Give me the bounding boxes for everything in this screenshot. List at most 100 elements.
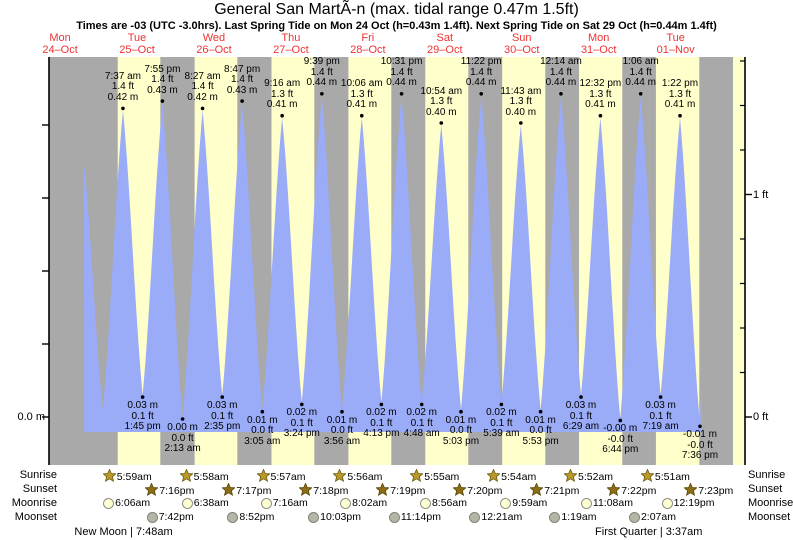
high-tide-annotation: 7:37 am 1.4 ft 0.42 m	[104, 70, 142, 103]
day-label: Fri 28–Oct	[350, 32, 386, 56]
tide-extreme-dot	[678, 113, 682, 118]
moonrise-entry: 12:19pm	[661, 497, 715, 510]
low-tide-annotation: 0.02 m 0.1 ft 3:24 pm	[283, 407, 320, 440]
tide-extreme-dot	[559, 92, 563, 96]
high-tide-annotation: 1:22 pm 1.3 ft 0.41 m	[661, 78, 699, 111]
axis-label-0ft: 0 ft	[753, 411, 769, 423]
tide-extreme-dot	[160, 99, 165, 103]
low-tide-annotation: 0.01 m 0.0 ft 3:05 am	[244, 414, 281, 447]
sunset-entry: 7:16pm	[144, 482, 195, 500]
axis-label-meters: 0.0 m	[17, 411, 45, 423]
tide-extreme-dot	[459, 409, 463, 414]
low-tide-annotation: 0.02 m 0.1 ft 4:13 pm	[363, 407, 400, 440]
low-tide-annotation: 0.00 m 0.0 ft 2:13 am	[164, 422, 201, 454]
sunset-time: 7:18pm	[313, 485, 349, 497]
sunset-star-icon	[452, 482, 468, 500]
moonrise-moon-icon	[661, 498, 673, 509]
high-tide-annotation: 1:06 am 1.4 ft 0.44 m	[622, 56, 659, 89]
tide-extreme-dot	[479, 92, 484, 96]
moonrise-moon-icon	[103, 498, 115, 509]
moonrise-moon-icon	[340, 498, 352, 509]
tide-extreme-dot	[379, 402, 384, 407]
moonset-entry: 2:07am	[628, 511, 676, 524]
high-tide-annotation: 11:22 pm 1.4 ft 0.44 m	[460, 56, 502, 89]
sunrise-entry: 5:55am	[409, 468, 459, 486]
moonset-time: 11:14pm	[400, 511, 441, 523]
sunset-star-icon	[375, 482, 391, 500]
sunset-time: 7:19pm	[390, 485, 426, 497]
tide-extreme-dot	[499, 402, 504, 407]
tide-extreme-dot	[260, 409, 265, 414]
tide-area	[83, 95, 702, 433]
moonset-moon-icon	[146, 512, 158, 523]
moonrise-moon-icon	[419, 498, 431, 509]
low-tide-annotation: 0.01 m 0.0 ft 5:53 pm	[522, 414, 559, 447]
row-label-moonrise: Moonrise	[748, 497, 793, 509]
moonset-time: 2:07am	[640, 511, 676, 523]
sunset-star-icon	[144, 482, 160, 500]
tide-extreme-dot	[200, 106, 205, 111]
low-tide-annotation: 0.03 m 0.1 ft 1:45 pm	[124, 400, 161, 433]
row-label-moonrise: Moonrise	[11, 497, 57, 509]
low-tide-annotation: 0.03 m 0.1 ft 7:19 am	[642, 400, 679, 433]
sunset-entry: 7:19pm	[375, 482, 426, 500]
high-tide-annotation: 12:14 am 1.4 ft 0.44 m	[540, 56, 582, 89]
moonset-entry: 7:42pm	[146, 511, 194, 524]
tide-extreme-dot	[121, 106, 125, 111]
moonset-time: 12:21am	[481, 511, 523, 523]
row-label-sunrise: Sunrise	[748, 469, 786, 481]
moonset-entry: 12:21am	[469, 511, 522, 524]
sunset-time: 7:20pm	[467, 485, 503, 497]
sunset-star-icon	[298, 482, 314, 500]
sunrise-time: 5:57am	[270, 471, 306, 483]
row-label-sunrise: Sunrise	[19, 469, 57, 481]
sunset-star-icon	[606, 482, 622, 500]
low-tide-annotation: 0.01 m 0.0 ft 5:03 pm	[442, 414, 480, 447]
moonrise-time: 8:02am	[352, 497, 388, 509]
moonrise-entry: 7:16am	[260, 497, 308, 510]
day-label: Mon 24–Oct	[42, 32, 78, 56]
sunrise-time: 5:52am	[578, 471, 614, 483]
low-tide-annotation: 0.01 m 0.0 ft 3:56 am	[323, 414, 361, 447]
tide-extreme-dot	[359, 113, 364, 118]
moonset-moon-icon	[549, 512, 561, 523]
tide-extreme-dot	[419, 402, 424, 407]
moonset-entry: 10:03pm	[308, 511, 361, 524]
day-label: Sat 29–Oct	[427, 32, 463, 56]
sunset-time: 7:23pm	[698, 485, 734, 497]
moonrise-time: 11:08am	[592, 497, 633, 509]
sunrise-time: 5:58am	[193, 471, 229, 483]
moonrise-time: 6:38am	[193, 497, 229, 509]
sunrise-time: 5:51am	[654, 471, 690, 483]
moonset-moon-icon	[628, 512, 640, 523]
sunset-star-icon	[221, 482, 237, 500]
tide-extreme-dot	[180, 417, 185, 421]
sunrise-time: 5:54am	[501, 471, 537, 483]
sunset-time: 7:17pm	[236, 485, 272, 497]
sunset-star-icon	[683, 482, 699, 500]
sunset-entry: 7:17pm	[221, 482, 272, 500]
moonset-time: 8:52pm	[239, 511, 275, 523]
moonrise-entry: 8:56am	[419, 497, 467, 510]
moonset-moon-icon	[308, 512, 320, 523]
sunset-time: 7:21pm	[544, 485, 580, 497]
sunrise-entry: 5:57am	[255, 468, 306, 486]
sunset-entry: 7:18pm	[298, 482, 349, 500]
high-tide-annotation: 8:27 am 1.4 ft 0.42 m	[184, 70, 221, 103]
new-moon-note: New Moon | 7:48am	[74, 526, 173, 538]
day-label: Mon 31–Oct	[580, 32, 617, 56]
moonset-entry: 8:52pm	[227, 511, 274, 524]
moonset-entry: 11:14pm	[388, 511, 441, 524]
tide-extreme-dot	[220, 395, 225, 399]
moonrise-entry: 11:08am	[580, 497, 633, 510]
moonset-moon-icon	[388, 512, 400, 523]
sunset-time: 7:16pm	[159, 485, 195, 497]
moonrise-time: 7:16am	[272, 497, 308, 509]
axis-label-1ft: 1 ft	[753, 189, 769, 201]
sunset-entry: 7:21pm	[529, 482, 580, 500]
high-tide-annotation: 10:06 am 1.3 ft 0.41 m	[340, 78, 383, 111]
sunrise-entry: 5:54am	[486, 468, 537, 486]
tide-extreme-dot	[399, 92, 404, 96]
moonrise-entry: 6:38am	[181, 497, 229, 510]
